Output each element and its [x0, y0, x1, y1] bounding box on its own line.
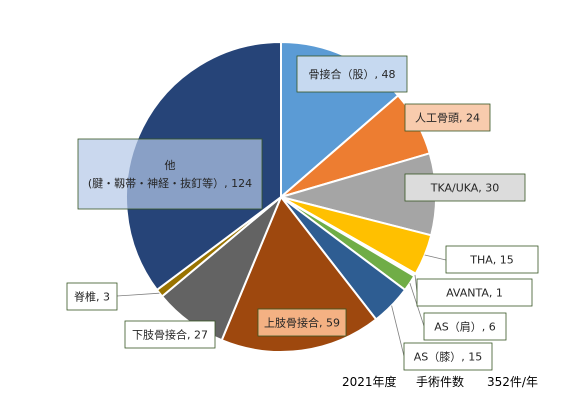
data-label: TKA/UKA, 30: [430, 182, 500, 195]
data-label: 脊椎, 3: [74, 290, 110, 304]
leader-line: [424, 254, 447, 261]
data-label-box: [257, 308, 347, 337]
data-label: THA, 15: [469, 254, 514, 267]
data-label-box: [403, 342, 493, 371]
data-label-box: [77, 138, 263, 210]
data-label-box: [124, 320, 216, 349]
data-label: 骨接合（股）, 48: [309, 67, 396, 81]
data-label: AS（膝）, 15: [414, 351, 483, 364]
data-label-box: [296, 55, 408, 93]
data-label: 人工骨頭, 24: [415, 112, 480, 125]
data-label-box: [66, 282, 118, 311]
leader-line: [391, 305, 405, 357]
data-label-box: [404, 103, 491, 132]
data-label: AS（肩）, 6: [434, 320, 496, 334]
data-label-box: [404, 173, 526, 202]
data-label-box: [416, 278, 533, 307]
data-label: 他: [165, 159, 176, 172]
footer-total: 352件/年: [487, 375, 538, 389]
data-label: (腱・靱帯・神経・抜釘等）, 124: [88, 176, 252, 190]
data-label-box: [445, 245, 539, 274]
footer-year: 2021年度: [342, 374, 397, 389]
data-label: 下肢骨接合, 27: [132, 328, 208, 342]
data-label: 上肢骨接合, 59: [264, 316, 340, 330]
data-label: AVANTA, 1: [446, 287, 503, 300]
footer-caption: 手術件数: [416, 374, 464, 389]
data-label-box: [423, 312, 507, 341]
leader-line: [116, 292, 160, 297]
